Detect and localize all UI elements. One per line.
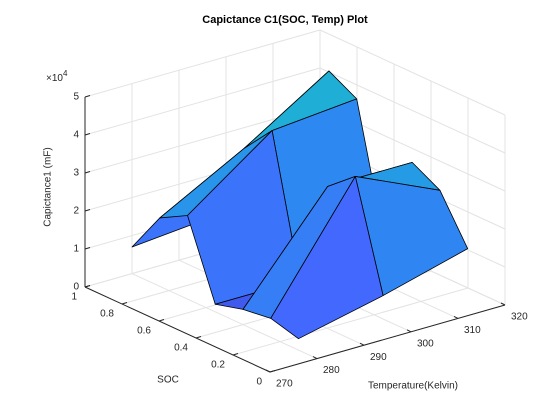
y-tick-label: 0.4 bbox=[174, 343, 188, 354]
x-tick-label: 310 bbox=[464, 325, 481, 336]
x-tick bbox=[500, 302, 506, 306]
z-tick-label: 2 bbox=[73, 206, 79, 217]
y-tick-label: 1 bbox=[71, 292, 77, 303]
grid-line bbox=[319, 29, 506, 116]
z-tick bbox=[84, 171, 91, 174]
z-tick bbox=[84, 285, 91, 288]
y-tick-label: 0.8 bbox=[100, 309, 114, 320]
grid-line bbox=[84, 67, 321, 136]
z-tick bbox=[84, 247, 91, 250]
x-tick-label: 320 bbox=[511, 312, 528, 323]
y-tick bbox=[158, 319, 165, 322]
x-tick bbox=[359, 342, 365, 346]
y-axis-line bbox=[84, 286, 271, 373]
grid-line bbox=[84, 29, 321, 98]
surface-face bbox=[270, 176, 384, 340]
z-exponent: ×104 bbox=[46, 69, 68, 84]
z-tick-label: 4 bbox=[73, 130, 79, 141]
x-tick-label: 270 bbox=[276, 379, 293, 390]
y-tick bbox=[195, 336, 202, 339]
z-tick-label: 1 bbox=[73, 244, 79, 255]
y-tick-label: 0.6 bbox=[137, 326, 151, 337]
y-axis-label: SOC bbox=[157, 375, 179, 386]
x-tick bbox=[312, 356, 318, 360]
y-tick bbox=[121, 302, 128, 305]
grid-line bbox=[131, 273, 318, 360]
z-exponent-power: 4 bbox=[63, 69, 68, 78]
x-tick-label: 280 bbox=[323, 365, 340, 376]
z-exponent-base: ×10 bbox=[46, 73, 63, 84]
x-axis-label: Temperature(Kelvin) bbox=[368, 381, 458, 392]
z-tick-label: 3 bbox=[73, 168, 79, 179]
z-tick-label: 5 bbox=[73, 92, 79, 103]
grid-line bbox=[232, 287, 469, 356]
z-axis-label: Capictance1 (mF) bbox=[43, 147, 54, 226]
x-axis-line bbox=[269, 304, 506, 373]
chart-title: Capictance C1(SOC, Temp) Plot bbox=[202, 14, 368, 26]
x-tick bbox=[453, 315, 459, 319]
z-tick bbox=[84, 133, 91, 136]
y-tick-label: 0 bbox=[256, 377, 262, 388]
z-tick bbox=[84, 95, 91, 98]
z-tick bbox=[84, 209, 91, 212]
y-tick bbox=[269, 370, 276, 373]
x-tick bbox=[265, 369, 271, 373]
x-tick-label: 290 bbox=[370, 352, 387, 363]
y-tick bbox=[232, 353, 239, 356]
x-tick bbox=[406, 329, 412, 333]
x-tick-label: 300 bbox=[417, 338, 434, 349]
z-tick-label: 0 bbox=[73, 282, 79, 293]
y-tick-label: 0.2 bbox=[211, 360, 225, 371]
grid-line bbox=[319, 67, 506, 154]
